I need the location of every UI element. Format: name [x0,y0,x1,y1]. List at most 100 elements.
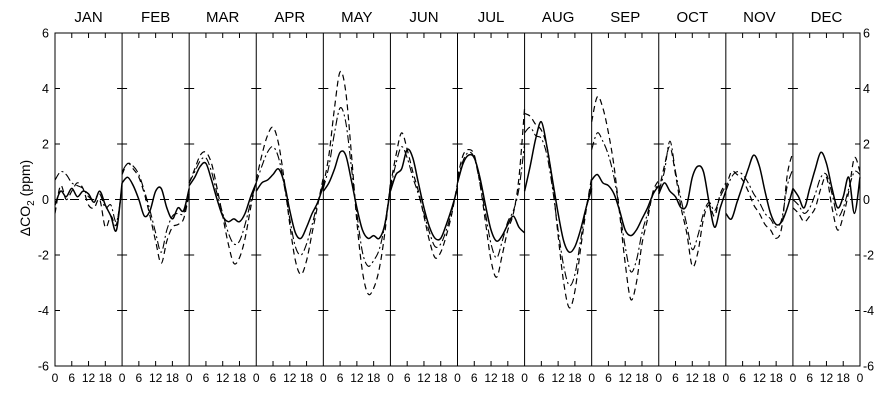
x-tick-label: 0 [857,371,864,385]
x-tick-label: 12 [82,371,96,385]
series-line-dashdot-feb [121,162,190,253]
y-tick-label-right: 4 [863,82,870,96]
x-tick-label: 0 [387,371,394,385]
x-tick-label: 12 [820,371,834,385]
series-line-solid-may [322,150,392,240]
series-line-dash-may [322,70,392,296]
x-tick-label: 18 [233,371,247,385]
x-tick-label: 6 [806,371,813,385]
month-label-jul: JUL [478,9,505,26]
y-tick-label-left: -4 [38,304,49,318]
series-line-solid-jun [389,148,459,241]
x-tick-label: 0 [186,371,193,385]
x-tick-label: 18 [568,371,582,385]
y-tick-label-right: 6 [863,27,870,41]
x-tick-label: 6 [538,371,545,385]
month-label-sep: SEP [610,9,640,26]
y-tick-label-left: -6 [38,360,49,374]
series-line-dash-mar [188,151,257,265]
x-tick-label: 18 [837,371,851,385]
month-label-feb: FEB [141,9,170,26]
series-line-dash-dec [792,156,861,231]
x-tick-label: 18 [166,371,180,385]
series-line-dash-aug [524,112,593,309]
y-tick-label-left: 6 [42,27,49,41]
month-labels: JAN FEB MAR APR MAY JUN JUL AUG SEP OCT NOV DEC [74,9,842,26]
series-line-solid-nov [725,154,794,226]
series-line-dashdot-oct [658,140,727,251]
series-line-solid-feb [121,176,190,220]
series-line-dash-nov [725,152,794,239]
x-tick-label: 6 [404,371,411,385]
month-label-jan: JAN [74,9,102,26]
x-tick-label: 12 [619,371,633,385]
y-axis-label-main: ΔCO [17,206,33,236]
x-tick-label: 0 [790,371,797,385]
y-tick-label-left: -2 [38,249,49,263]
series-line-dashdot-nov [725,168,794,228]
x-tick-label: 18 [434,371,448,385]
series-line-solid-sep [591,173,660,237]
month-label-nov: NOV [743,9,776,26]
x-tick-label: 6 [739,371,746,385]
x-tick-label: 18 [702,371,716,385]
series-line-dashdot-dec [792,170,861,218]
x-tick-labels: 0 6 12 18 0 6 12 18 0 6 12 18 0 6 12 18 0 6 12 18 0 6 12 18 0 6 12… [52,371,864,385]
series-line-dashdot-jul [456,143,526,259]
y-tick-labels-right: -6 -4 -2 0 2 4 6 [863,27,874,374]
y-axis-label-subscript: 2 [26,200,37,206]
x-tick-label: 12 [551,371,565,385]
y-tick-label-right: 2 [863,138,870,152]
month-label-oct: OCT [676,9,708,26]
x-tick-label: 6 [605,371,612,385]
month-label-jun: JUN [409,9,438,26]
x-tick-label: 12 [417,371,431,385]
x-tick-label: 18 [367,371,381,385]
x-tick-label: 0 [253,371,260,385]
series-line-dashdot-jan [54,170,123,223]
x-tick-label: 18 [99,371,113,385]
x-tick-label: 0 [655,371,662,385]
y-axis-label: ΔCO2 (ppm) [17,160,37,236]
y-tick-label-right: 0 [863,193,870,207]
series-layer [54,70,861,309]
month-label-may: MAY [341,9,372,26]
series-line-solid-oct [658,165,727,229]
y-tick-labels-left: -6 -4 -2 0 2 4 6 [38,27,49,374]
x-tick-label: 12 [216,371,230,385]
x-tick-label: 18 [635,371,649,385]
series-line-solid-jul [456,153,526,243]
x-tick-label: 18 [300,371,314,385]
series-line-dashdot-sep [591,132,660,273]
series-line-solid-aug [523,121,593,254]
x-tick-label: 12 [350,371,364,385]
series-line-dash-jul [456,107,526,278]
series-line-solid-apr [255,167,325,240]
x-tick-label: 6 [68,371,75,385]
x-tick-label: 0 [722,371,729,385]
x-tick-label: 6 [337,371,344,385]
month-label-apr: APR [274,9,305,26]
axis-ticks [55,32,860,367]
x-tick-label: 6 [471,371,478,385]
series-line-dash-jan [54,182,123,229]
x-tick-label: 18 [501,371,515,385]
series-line-dashdot-apr [255,146,324,256]
y-tick-label-right: -6 [863,360,874,374]
y-tick-label-left: 0 [42,193,49,207]
series-line-dash-apr [255,126,324,276]
series-line-dashdot-aug [524,126,593,287]
x-tick-label: 0 [588,371,595,385]
x-tick-label: 12 [484,371,498,385]
x-tick-label: 6 [672,371,679,385]
y-tick-label-right: -2 [863,249,874,263]
series-line-dash-jun [389,132,459,259]
x-tick-label: 12 [283,371,297,385]
y-tick-label-left: 2 [42,138,49,152]
y-axis-label-unit: (ppm) [17,160,33,200]
x-tick-label: 0 [119,371,126,385]
x-tick-label: 6 [270,371,277,385]
series-line-dashdot-jun [389,146,459,248]
x-tick-label: 0 [521,371,528,385]
x-tick-label: 12 [753,371,767,385]
